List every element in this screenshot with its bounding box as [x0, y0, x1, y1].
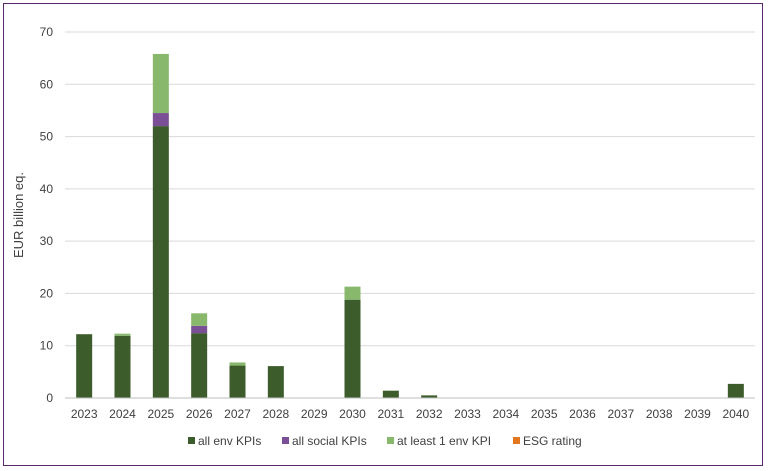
x-tick-label: 2037 [607, 407, 634, 421]
bar-segment [229, 365, 246, 398]
x-tick-label: 2031 [377, 407, 404, 421]
bar-segment [191, 333, 208, 398]
bar-segment [114, 333, 131, 336]
x-axis-ticks: 2023 2024 2025 2026 2027 2028 2029 2030 2031 2032… [71, 407, 750, 421]
x-tick-label: 2039 [684, 407, 711, 421]
legend-swatch [513, 437, 520, 444]
x-tick-label: 2028 [262, 407, 289, 421]
bar-segment [152, 53, 169, 114]
bar-segment [152, 113, 169, 127]
bar-segment [421, 395, 438, 398]
legend-label: ESG rating [523, 434, 582, 448]
x-tick-label: 2035 [531, 407, 558, 421]
bar-segment [382, 390, 399, 398]
legend-swatch [282, 437, 289, 444]
x-tick-label: 2025 [147, 407, 174, 421]
bar-segment [191, 325, 208, 334]
legend-label: all social KPIs [292, 434, 367, 448]
y-tick-label: 60 [40, 77, 54, 91]
legend-swatch [387, 437, 394, 444]
bar-segment [344, 299, 361, 398]
y-tick-label: 10 [40, 339, 54, 353]
y-tick-label: 30 [40, 234, 54, 248]
bar-segment [267, 366, 284, 398]
bar-segment [114, 335, 131, 398]
y-tick-label: 20 [40, 286, 54, 300]
legend-label: all env KPIs [198, 434, 261, 448]
bar-segment [727, 383, 744, 398]
bar-segment [152, 126, 169, 398]
bars [76, 53, 744, 398]
x-tick-label: 2032 [416, 407, 443, 421]
legend-label: at least 1 env KPI [397, 434, 491, 448]
x-tick-label: 2029 [301, 407, 328, 421]
bar-segment [229, 362, 246, 366]
bar-segment [76, 334, 93, 398]
x-tick-label: 2023 [71, 407, 98, 421]
y-axis-label: EUR billion eq. [11, 172, 26, 258]
x-tick-label: 2024 [109, 407, 136, 421]
x-tick-label: 2030 [339, 407, 366, 421]
y-tick-label: 50 [40, 130, 54, 144]
legend-swatch [188, 437, 195, 444]
legend: all env KPIs all social KPIs at least 1 en… [188, 434, 582, 448]
x-tick-label: 2040 [722, 407, 749, 421]
bar-segment [344, 286, 361, 300]
y-tick-label: 40 [40, 182, 54, 196]
x-tick-label: 2036 [569, 407, 596, 421]
x-tick-label: 2034 [492, 407, 519, 421]
y-tick-label: 70 [40, 25, 54, 39]
y-tick-label: 0 [46, 391, 53, 405]
x-tick-label: 2033 [454, 407, 481, 421]
gridlines [65, 31, 755, 347]
x-tick-label: 2038 [646, 407, 673, 421]
x-tick-label: 2027 [224, 407, 251, 421]
x-tick-label: 2026 [186, 407, 213, 421]
y-axis-ticks: 0 10 20 30 40 50 60 70 [40, 25, 54, 405]
bar-segment [191, 313, 208, 326]
